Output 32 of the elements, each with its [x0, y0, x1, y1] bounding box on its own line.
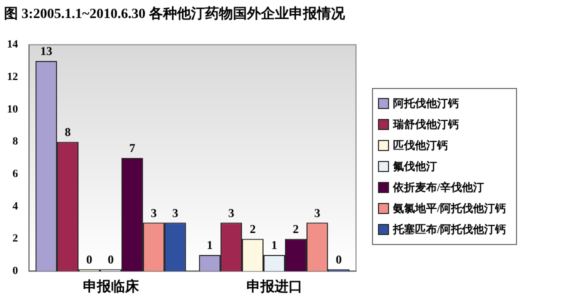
legend-label: 阿托伐他汀钙 [393, 96, 459, 111]
data-label: 1 [271, 238, 278, 252]
y-tick-label: 4 [12, 200, 18, 212]
y-tick-label: 10 [7, 103, 18, 116]
y-tick-label: 14 [7, 38, 18, 51]
data-label: 3 [172, 206, 178, 220]
legend-label: 托塞匹布/阿托伐他汀钙 [393, 222, 506, 237]
data-label: 3 [150, 206, 157, 220]
data-label: 8 [64, 124, 71, 139]
y-tick-label: 12 [7, 70, 18, 83]
data-label: 2 [250, 222, 256, 236]
legend-label: 依折麦布/辛伐他汀 [393, 180, 484, 195]
legend-label: 氨氯地平/阿托伐他汀钙 [393, 202, 506, 216]
y-tick-label: 0 [12, 265, 18, 278]
data-label: 0 [86, 252, 92, 266]
data-label: 2 [292, 222, 299, 236]
x-tick-label: 申报临床 [82, 278, 140, 296]
x-tick-label: 申报进口 [246, 279, 302, 296]
legend-label: 瑞舒伐他汀钙 [393, 118, 459, 132]
data-label: 1 [206, 238, 213, 252]
y-tick-label: 2 [12, 232, 18, 245]
data-label: 3 [314, 206, 320, 220]
y-tick-label: 8 [12, 136, 18, 148]
data-label: 7 [129, 141, 136, 156]
legend-label: 匹伐他汀钙 [393, 139, 448, 153]
legend-label: 氟伐他汀 [393, 160, 437, 174]
chart-title: 图 3:2005.1.1~2010.6.30 各种他汀药物国外企业申报情况 [4, 6, 346, 22]
data-label: 3 [228, 206, 234, 220]
data-label: 0 [336, 252, 342, 266]
data-label: 13 [40, 44, 52, 58]
y-tick-label: 6 [12, 168, 18, 180]
data-label: 0 [108, 252, 114, 266]
